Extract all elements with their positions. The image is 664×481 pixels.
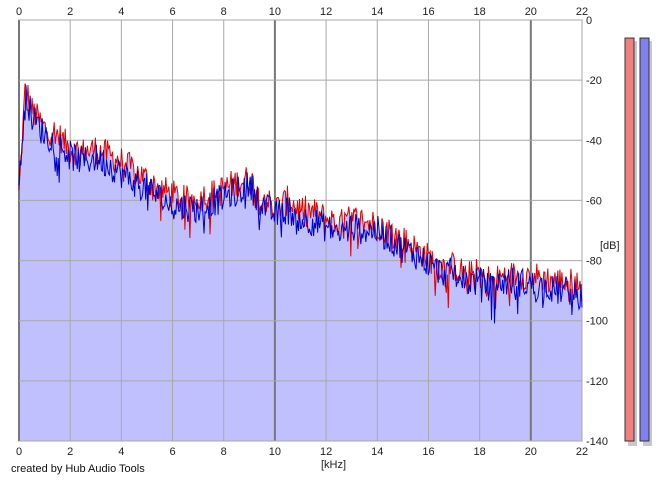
y-tick-label: -60 (586, 195, 602, 207)
y-tick-label: -40 (586, 135, 602, 147)
x-tick-label: 14 (371, 6, 383, 18)
y-tick-label: -100 (586, 316, 608, 328)
series-line (18, 83, 583, 310)
x-tick-label: 2 (67, 446, 73, 458)
x-tick-label: 14 (371, 446, 383, 458)
x-tick-label: 12 (320, 6, 332, 18)
x-tick-label: 4 (118, 6, 124, 18)
x-tick-label: 6 (169, 6, 175, 18)
x-tick-label: 4 (118, 446, 124, 458)
x-axis-label: [kHz] (321, 459, 346, 471)
x-tick-label: 22 (576, 446, 588, 458)
y-tick-label: -120 (586, 376, 608, 388)
x-tick-label: 0 (16, 446, 22, 458)
x-tick-label: 16 (422, 446, 434, 458)
x-tick-label: 10 (269, 446, 281, 458)
y-tick-label: 0 (586, 15, 592, 27)
series-lines (18, 83, 583, 324)
y-tick-label: -20 (586, 75, 602, 87)
x-tick-label: 20 (525, 6, 537, 18)
y-tick-labels: 0 -20 -40 -60 -80 -100 -120 -140 (586, 15, 608, 448)
x-tick-label: 12 (320, 446, 332, 458)
spectrum-fill-area (19, 83, 582, 441)
level-meters (624, 37, 652, 447)
y-axis-label: [dB] (600, 240, 620, 252)
x-tick-label: 2 (67, 6, 73, 18)
x-tick-labels-bottom: 0 2 4 6 8 10 12 14 16 18 20 22 (16, 446, 588, 458)
x-tick-label: 18 (474, 446, 486, 458)
x-tick-labels-top: 0 2 4 6 8 10 12 14 16 18 20 22 (16, 6, 588, 18)
x-tick-label: 0 (16, 6, 22, 18)
right-level-meter (639, 37, 650, 442)
credit-text: created by Hub Audio Tools (11, 463, 145, 475)
x-tick-label: 20 (525, 446, 537, 458)
x-tick-label: 10 (269, 6, 281, 18)
x-tick-label: 6 (169, 446, 175, 458)
series-line (18, 85, 583, 324)
x-tick-label: 22 (576, 6, 588, 18)
x-tick-label: 8 (221, 446, 227, 458)
y-tick-label: -140 (586, 436, 608, 448)
grid-lines (18, 19, 583, 442)
spectrum-area (19, 83, 582, 441)
left-level-meter (624, 37, 635, 442)
x-tick-label: 8 (221, 6, 227, 18)
x-tick-label: 18 (474, 6, 486, 18)
x-tick-label: 16 (422, 6, 434, 18)
y-tick-label: -80 (586, 256, 602, 268)
